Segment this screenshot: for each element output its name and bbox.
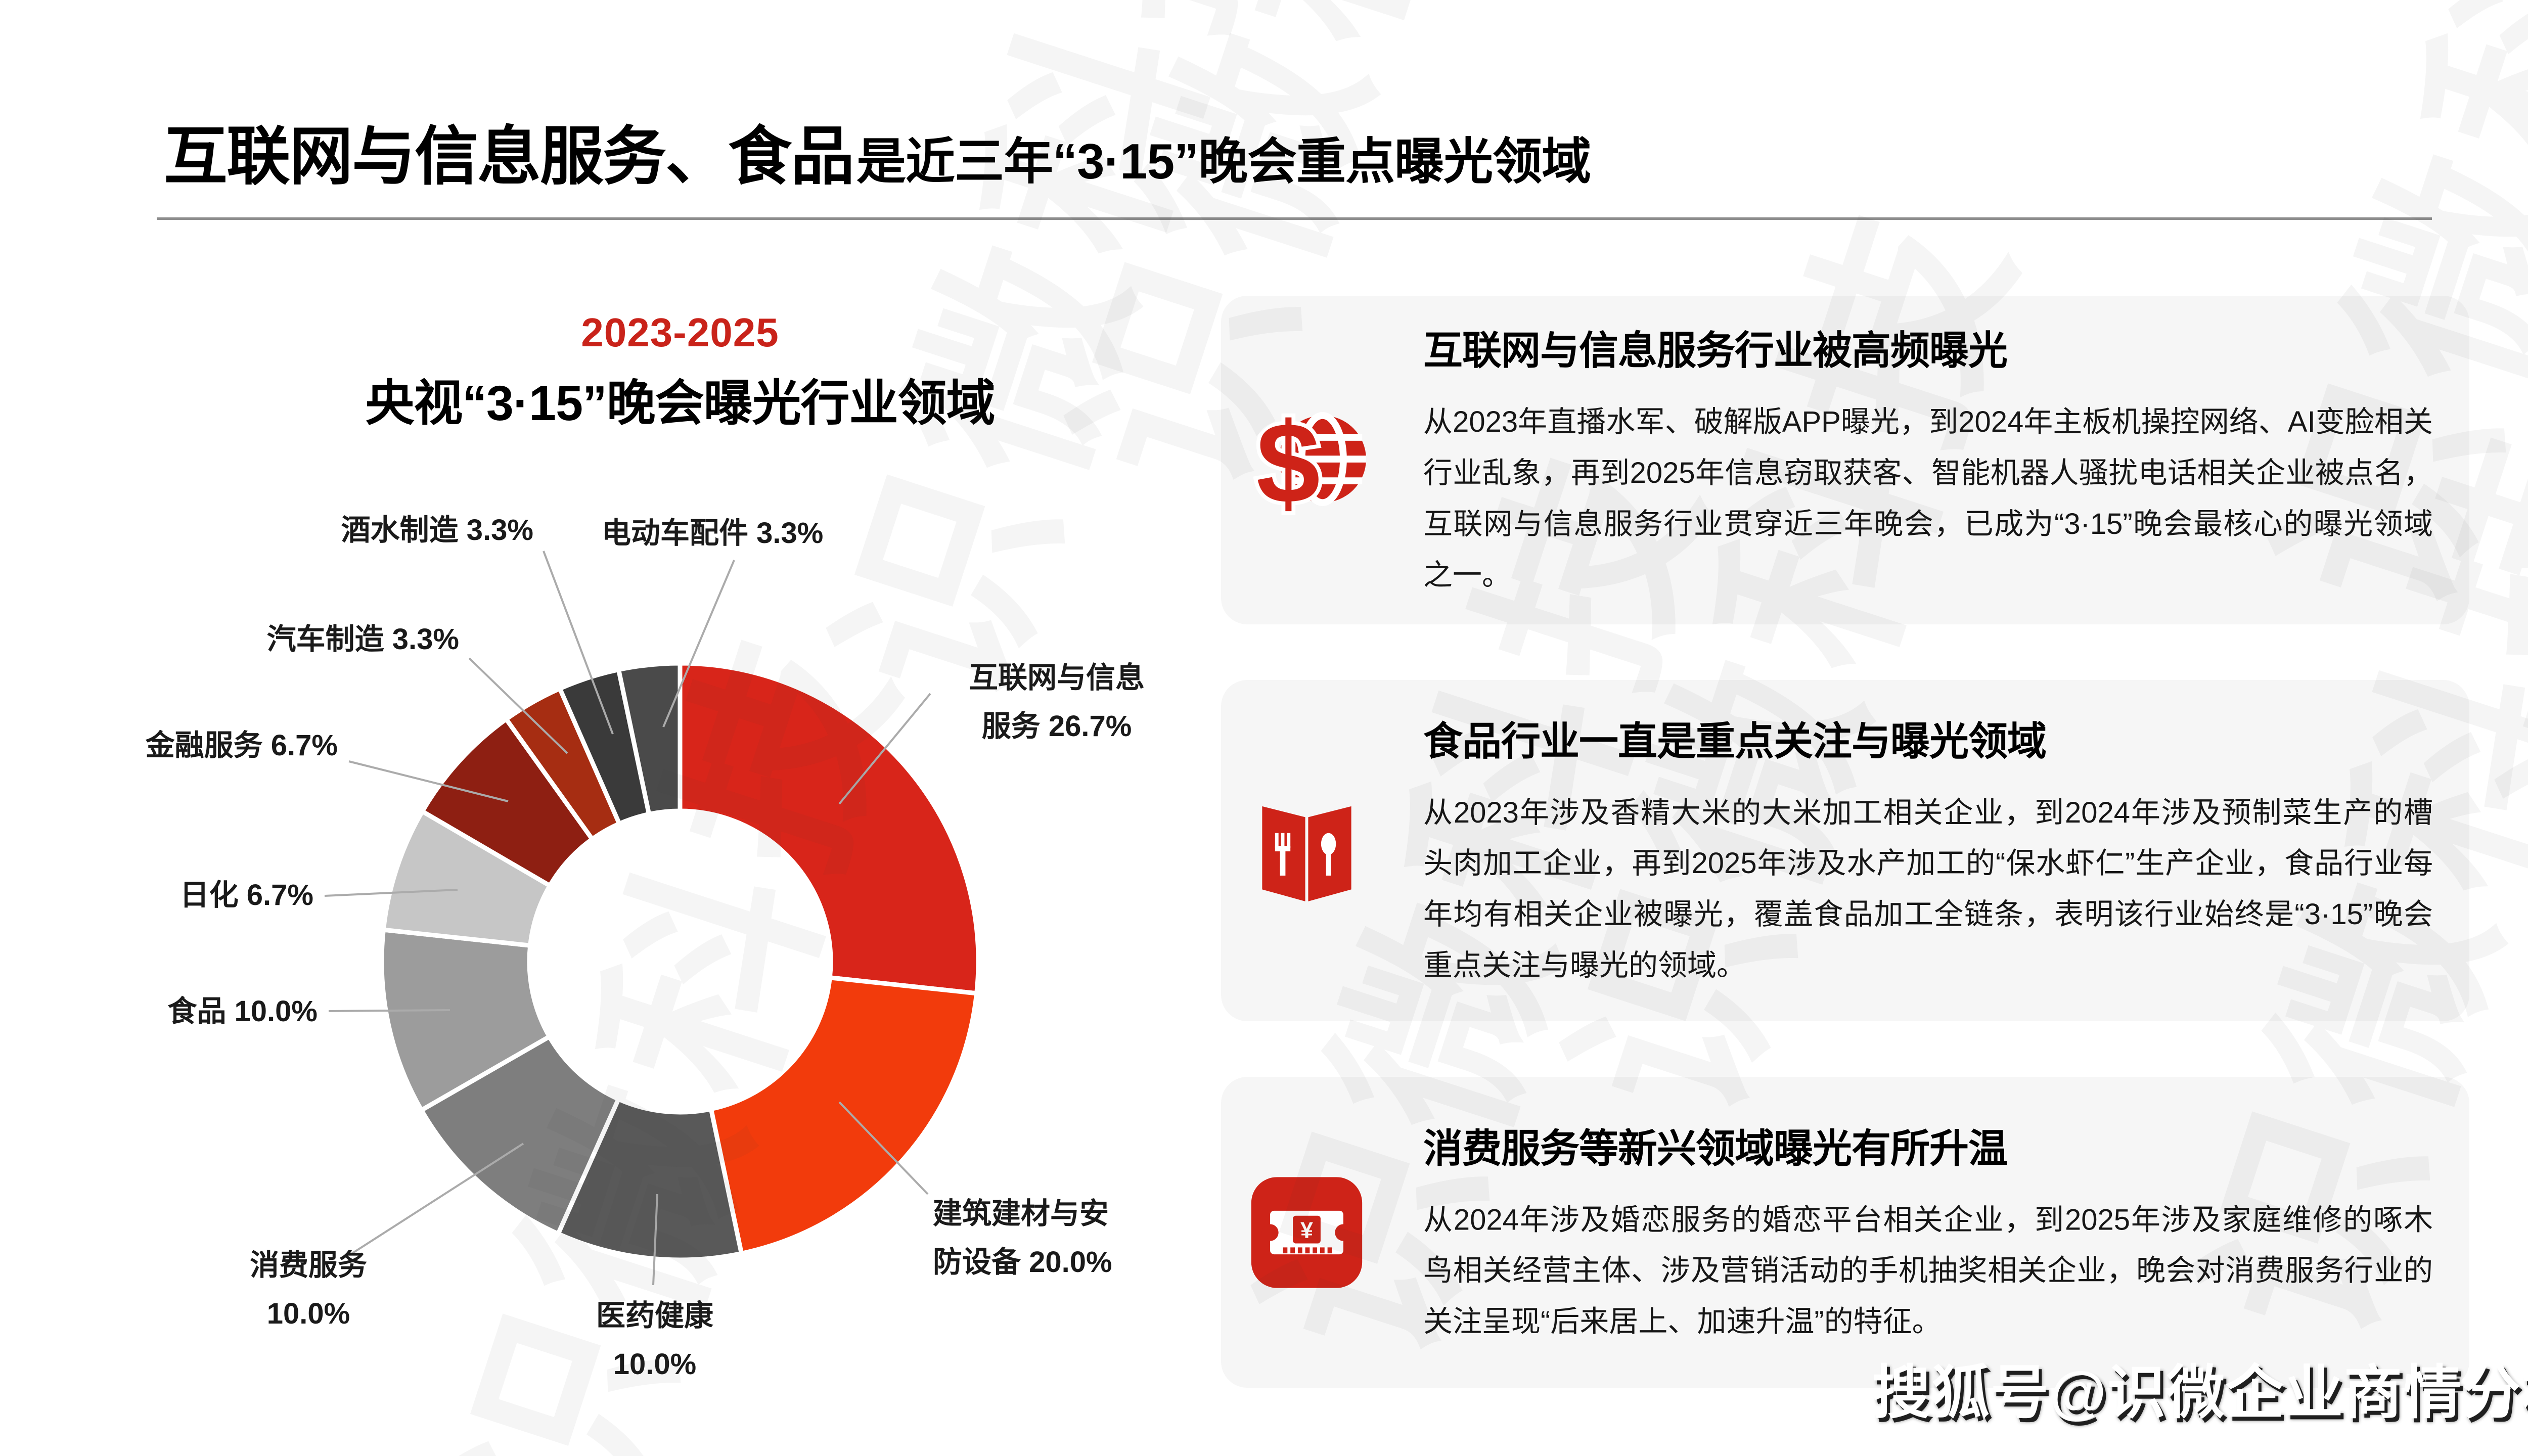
menu-book-icon bbox=[1262, 806, 1351, 901]
slice-label: 汽车制造 3.3% bbox=[267, 623, 459, 656]
chart-title-years: 2023-2025 bbox=[581, 310, 779, 355]
pie-slice-3 bbox=[556, 1097, 744, 1262]
slice-label: 酒水制造 3.3% bbox=[341, 514, 533, 547]
card-internet: $ 互联网与信息服务行业被高频曝光 从2023年直播水军、破解版APP曝光，到2… bbox=[1221, 296, 2469, 624]
page-title-rest: 是近三年“3·15”晚会重点曝光领域 bbox=[856, 133, 1591, 189]
card-food: 食品行业一直是重点关注与曝光领域 从2023年涉及香精大米的大米加工相关企业，到… bbox=[1221, 680, 2469, 1021]
pie-slice-1 bbox=[678, 661, 981, 996]
svg-text:$: $ bbox=[1256, 401, 1320, 520]
slice-label: 金融服务 6.7% bbox=[146, 729, 338, 762]
pie-slice-5 bbox=[379, 927, 552, 1113]
pie-slice-10 bbox=[616, 661, 683, 816]
header-divider bbox=[157, 217, 2432, 220]
source-watermark: 搜狐号@识微企业商情分析 bbox=[1872, 1360, 2528, 1425]
page-title: 互联网与信息服务、食品 是近三年“3·15”晚会重点曝光领域 bbox=[164, 105, 1591, 197]
card-food-content: 食品行业一直是重点关注与曝光领域 从2023年涉及香精大米的大米加工相关企业，到… bbox=[1423, 710, 2433, 992]
card-internet-title: 互联网与信息服务行业被高频曝光 bbox=[1423, 328, 2008, 373]
chart-title-block: 2023-2025 央视“3·15”晚会曝光行业领域 bbox=[212, 309, 1148, 434]
slice-label: 食品 10.0% bbox=[167, 995, 318, 1028]
page-title-strong: 互联网与信息服务、食品 bbox=[164, 121, 854, 192]
dollar-globe-icon: $ bbox=[1252, 401, 1366, 520]
card-consumer-body: 从2024年涉及婚恋服务的婚恋平台相关企业，到2025年涉及家庭维修的啄木鸟相关… bbox=[1423, 1203, 2433, 1338]
slice-label: 建筑建材与安防设备 20.0% bbox=[933, 1197, 1112, 1279]
pie-slice-4 bbox=[419, 1034, 621, 1236]
leader-line bbox=[838, 1101, 929, 1195]
leader-line bbox=[324, 889, 458, 897]
card-food-body: 从2023年涉及香精大米的大米加工相关企业，到2024年涉及预制菜生产的槽头肉加… bbox=[1423, 796, 2433, 982]
card-internet-content: 互联网与信息服务行业被高频曝光 从2023年直播水军、破解版APP曝光，到202… bbox=[1423, 319, 2433, 601]
chart-title-text: 央视“3·15”晚会曝光行业领域 bbox=[365, 376, 995, 431]
card-internet-body: 从2023年直播水军、破解版APP曝光，到2024年主板机操控网络、AI变脸相关… bbox=[1423, 405, 2433, 592]
svg-text:¥: ¥ bbox=[1300, 1217, 1313, 1243]
slice-label: 消费服务 10.0% bbox=[250, 1249, 367, 1330]
pie-slice-2 bbox=[708, 975, 979, 1256]
slice-label: 互联网与信息服务 26.7% bbox=[969, 661, 1145, 743]
card-consumer-services: ¥ 消费服务等新兴领域曝光有所升温 从2024年涉及婚恋服务的婚恋平台相关企业，… bbox=[1221, 1077, 2469, 1388]
leader-line bbox=[348, 760, 509, 802]
leader-line bbox=[662, 560, 735, 727]
card-consumer-content: 消费服务等新兴领域曝光有所升温 从2024年涉及婚恋服务的婚恋平台相关企业，到2… bbox=[1423, 1117, 2433, 1348]
leader-line bbox=[468, 657, 568, 754]
leader-line bbox=[349, 1143, 524, 1256]
card-consumer-title: 消费服务等新兴领域曝光有所升温 bbox=[1423, 1126, 2008, 1171]
card-food-title: 食品行业一直是重点关注与曝光领域 bbox=[1423, 718, 2047, 763]
leader-line bbox=[328, 1009, 450, 1012]
slice-label: 电动车配件 3.3% bbox=[602, 517, 823, 550]
slice-label: 日化 6.7% bbox=[180, 879, 313, 912]
leader-line bbox=[652, 1194, 658, 1286]
leader-line bbox=[838, 693, 931, 805]
coupon-icon: ¥ bbox=[1251, 1176, 1363, 1288]
slice-label: 医药健康 10.0% bbox=[596, 1299, 713, 1381]
leader-line bbox=[543, 551, 614, 735]
